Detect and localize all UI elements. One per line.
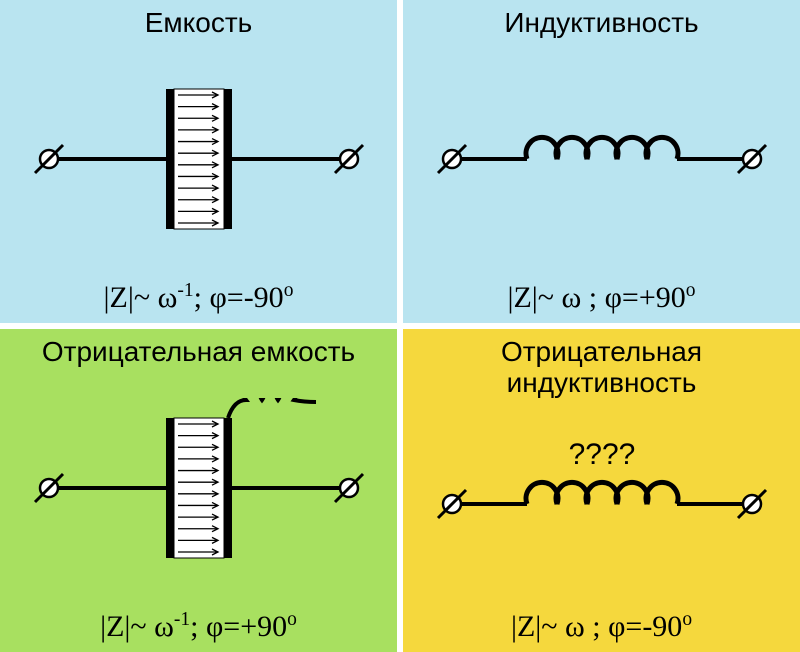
panel-neg-inductance: Отрицательная индуктивность ???? |Z|~ ω … bbox=[403, 329, 800, 652]
panel-formula: |Z|~ ω-1; φ=-90о bbox=[104, 280, 294, 315]
terminal-icon bbox=[438, 490, 466, 518]
inductor-schematic bbox=[412, 69, 792, 249]
panel-title: Отрицательная емкость bbox=[42, 337, 355, 368]
panel-neg-capacitance: Отрицательная емкость |Z|~ ω-1; φ=+90о bbox=[0, 329, 397, 652]
diagram-area: ???? bbox=[407, 399, 796, 609]
panel-capacitance: Емкость |Z|~ ω-1; φ=-90о bbox=[0, 0, 397, 323]
panel-formula: |Z|~ ω-1; φ=+90о bbox=[100, 609, 297, 644]
panel-formula: |Z|~ ω ; φ=-90о bbox=[511, 609, 692, 644]
terminal-icon bbox=[335, 145, 363, 173]
diagram-area bbox=[4, 368, 393, 609]
terminal-icon bbox=[335, 474, 363, 502]
terminal-icon bbox=[738, 490, 766, 518]
panel-title: Индуктивность bbox=[504, 8, 698, 39]
inductor-tail-icon bbox=[228, 398, 316, 418]
terminal-icon bbox=[438, 145, 466, 173]
panel-inductance: Индуктивность |Z|~ ω ; φ=+90о bbox=[403, 0, 800, 323]
terminal-icon bbox=[35, 474, 63, 502]
terminal-icon bbox=[35, 145, 63, 173]
question-marks: ???? bbox=[568, 438, 635, 471]
diagram-area bbox=[407, 39, 796, 280]
panel-title: Емкость bbox=[145, 8, 252, 39]
panel-formula: |Z|~ ω ; φ=+90о bbox=[507, 280, 695, 315]
panel-title: Отрицательная индуктивность bbox=[407, 337, 796, 399]
capacitor-schematic bbox=[9, 69, 389, 249]
inductor-schematic: ???? bbox=[412, 414, 792, 594]
capacitor-schematic bbox=[9, 398, 389, 578]
diagram-area bbox=[4, 39, 393, 280]
terminal-icon bbox=[738, 145, 766, 173]
